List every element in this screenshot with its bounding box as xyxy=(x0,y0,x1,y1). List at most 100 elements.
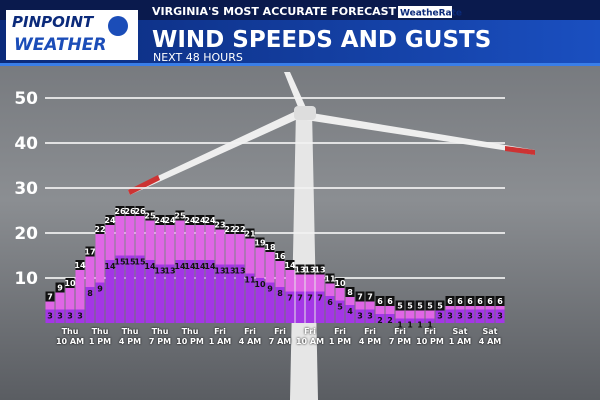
value-label: 4 xyxy=(347,307,353,316)
bar xyxy=(105,260,115,323)
value-label-box xyxy=(95,224,105,234)
x-tick-label: Fri 4 PM xyxy=(358,327,382,346)
value-label: 2 xyxy=(387,316,393,325)
bar xyxy=(315,291,325,323)
bar xyxy=(455,309,465,323)
bar xyxy=(45,291,55,323)
x-tick-label: Sat 4 AM xyxy=(478,327,502,346)
y-tick-label: 40 xyxy=(14,134,38,154)
value-label: 14 xyxy=(194,262,206,271)
value-label: 15 xyxy=(134,258,146,267)
value-label: 14 xyxy=(144,262,156,271)
bar xyxy=(405,300,415,323)
value-label-box xyxy=(265,242,275,252)
value-label: 3 xyxy=(487,312,493,321)
partner-box xyxy=(398,6,452,18)
value-label: 25 xyxy=(174,212,186,221)
value-label-box xyxy=(195,215,205,225)
bar xyxy=(255,278,265,323)
value-label: 15 xyxy=(124,258,136,267)
logo-line1: PINPOINT xyxy=(12,13,95,31)
y-tick-label: 50 xyxy=(14,89,38,109)
value-label: 3 xyxy=(457,312,463,321)
x-tick-label: Fri 10 PM xyxy=(416,327,444,346)
value-label: 8 xyxy=(347,288,353,297)
value-label-box xyxy=(215,219,225,230)
value-label-box xyxy=(425,300,435,311)
bar xyxy=(295,291,305,323)
value-label-box xyxy=(455,296,465,306)
value-label: 6 xyxy=(467,297,473,306)
value-label: 3 xyxy=(57,312,63,321)
value-label: 7 xyxy=(287,294,293,303)
value-label: 21 xyxy=(244,230,256,239)
value-label: 23 xyxy=(214,221,225,230)
value-label: 22 xyxy=(234,225,245,234)
value-label: 24 xyxy=(154,216,166,225)
value-label-box xyxy=(115,206,125,216)
x-tick-label: Thu 1 PM xyxy=(88,327,112,346)
value-label: 5 xyxy=(397,302,403,311)
bar xyxy=(215,264,225,323)
value-label-box xyxy=(445,296,455,306)
value-label: 17 xyxy=(84,248,95,257)
value-label: 14 xyxy=(74,261,86,270)
bar xyxy=(325,296,335,323)
x-tick-label: Fri 7 AM xyxy=(268,327,292,346)
bar xyxy=(85,246,95,323)
x-tick-label: Fri 1 PM xyxy=(328,327,352,346)
value-label: 1 xyxy=(397,321,403,330)
bar xyxy=(345,305,355,323)
value-label: 13 xyxy=(314,266,325,275)
value-label: 1 xyxy=(407,321,413,330)
bar xyxy=(375,296,385,323)
value-label: 6 xyxy=(487,297,493,306)
bar xyxy=(45,309,55,323)
value-label: 25 xyxy=(144,212,156,221)
bar xyxy=(285,291,295,323)
value-label-box xyxy=(135,206,145,216)
value-label-box xyxy=(335,278,345,288)
value-label: 5 xyxy=(417,302,423,311)
value-label: 6 xyxy=(377,297,383,306)
value-label: 10 xyxy=(64,279,76,288)
chart-subtitle: NEXT 48 HOURS xyxy=(153,51,243,64)
value-label-box xyxy=(415,300,425,311)
value-label-box xyxy=(385,296,395,306)
bar xyxy=(235,264,245,323)
x-tick-label: Thu 10 AM xyxy=(55,327,85,346)
value-label: 7 xyxy=(317,294,323,303)
bar xyxy=(365,309,375,323)
bar xyxy=(335,300,345,323)
value-label: 11 xyxy=(324,275,336,284)
value-label: 3 xyxy=(357,312,363,321)
partner: WeatheRate xyxy=(400,9,462,19)
x-tick-label: Sat 1 AM xyxy=(448,327,472,346)
bar xyxy=(265,282,275,323)
value-label-box xyxy=(45,291,55,302)
value-label: 10 xyxy=(334,279,346,288)
value-label: 5 xyxy=(407,302,413,311)
bar xyxy=(495,309,505,323)
value-label: 3 xyxy=(447,312,453,321)
bar xyxy=(75,309,85,323)
wind-turbine xyxy=(128,72,535,400)
bar xyxy=(355,309,365,323)
y-tick-label: 30 xyxy=(14,179,38,199)
value-label: 3 xyxy=(77,312,83,321)
bar xyxy=(415,300,425,323)
x-tick-label: Fri 7 PM xyxy=(388,327,412,346)
divider xyxy=(0,63,600,66)
bar xyxy=(475,309,485,323)
value-label-box xyxy=(65,278,75,288)
value-label: 1 xyxy=(417,321,423,330)
value-label: 9 xyxy=(267,285,273,294)
value-label: 9 xyxy=(57,284,63,293)
value-label-box xyxy=(485,296,495,306)
x-tick-label: Fri 1 AM xyxy=(208,327,232,346)
value-label: 19 xyxy=(254,239,266,248)
value-label-box xyxy=(315,264,325,275)
value-label: 5 xyxy=(337,303,343,312)
value-label-box xyxy=(75,260,85,270)
value-label-box xyxy=(395,300,405,311)
